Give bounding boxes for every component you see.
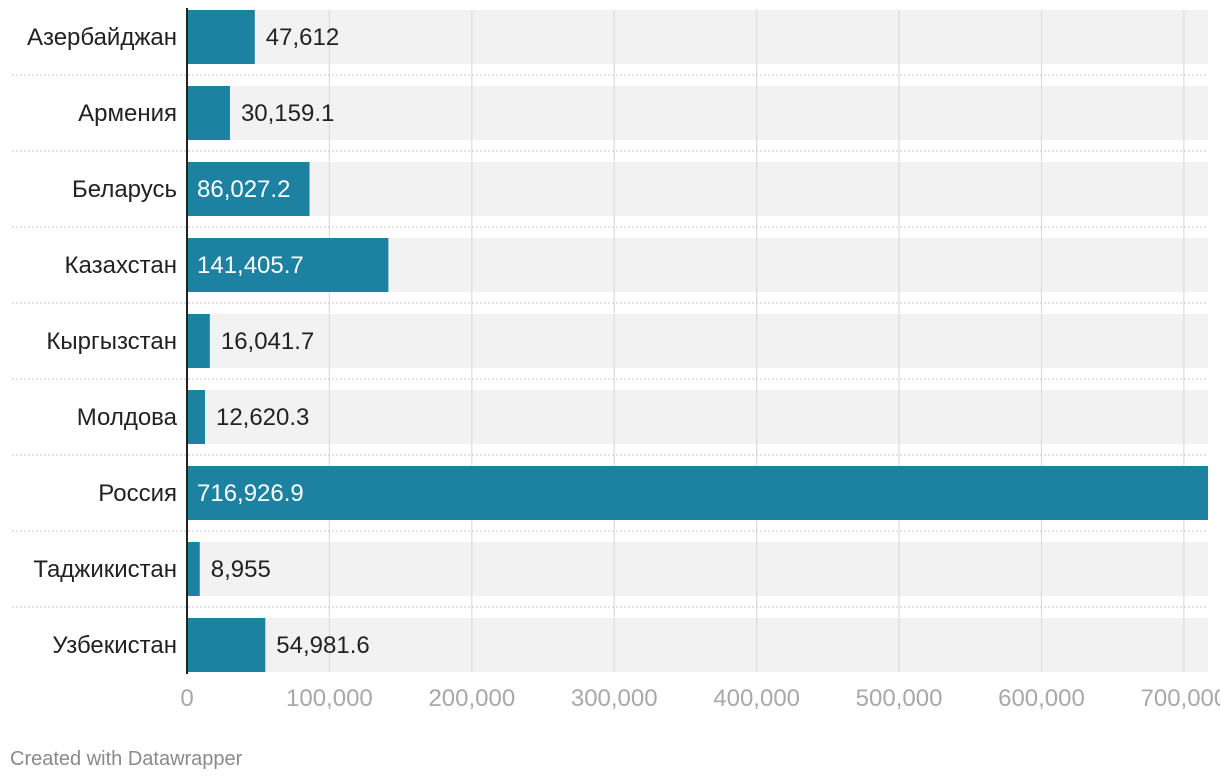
bar [187, 466, 1208, 520]
gridlines [328, 10, 1185, 672]
value-label: 30,159.1 [241, 100, 334, 127]
row-track [187, 390, 1208, 444]
category-labels: Азербайджан Армения Беларусь Казахстан Кыргы… [27, 24, 178, 659]
row-track [187, 542, 1208, 596]
row-track [187, 314, 1208, 368]
category-label: Казахстан [65, 252, 177, 279]
value-label: 716,926.9 [197, 480, 304, 507]
x-tick-label: 200,000 [428, 685, 515, 712]
bar [187, 162, 310, 216]
row-track [187, 162, 1208, 216]
value-label: 141,405.7 [197, 252, 304, 279]
category-label: Беларусь [72, 176, 177, 203]
bar [187, 390, 205, 444]
bar [187, 86, 230, 140]
value-labels: 47,612 30,159.1 86,027.2 141,405.7 16,041.7 1… [197, 24, 370, 659]
value-label: 8,955 [211, 556, 271, 583]
x-tick-label: 500,000 [856, 685, 943, 712]
row-tracks [187, 10, 1208, 672]
category-label: Молдова [77, 404, 178, 431]
category-label: Азербайджан [27, 24, 177, 51]
x-tick-label: 0 [180, 685, 193, 712]
bars [187, 10, 1208, 672]
row-separators [12, 74, 1208, 608]
x-tick-label: 400,000 [713, 685, 800, 712]
x-axis-ticks: 0 100,000 200,000 300,000 400,000 500,000 600,… [180, 685, 1220, 712]
row-track [187, 618, 1208, 672]
credit-footer: Created with Datawrapper [10, 748, 243, 770]
bar [187, 10, 255, 64]
value-label: 16,041.7 [221, 328, 314, 355]
value-label: 12,620.3 [216, 404, 309, 431]
value-label: 54,981.6 [276, 632, 369, 659]
bar [187, 618, 266, 672]
category-label: Кыргызстан [46, 328, 177, 355]
x-tick-label: 100,000 [286, 685, 373, 712]
x-tick-label: 300,000 [571, 685, 658, 712]
category-label: Армения [78, 100, 177, 127]
category-label: Узбекистан [52, 632, 177, 659]
bar [187, 238, 389, 292]
bar [187, 314, 210, 368]
row-track [187, 10, 1208, 64]
x-tick-label: 700,000 [1141, 685, 1220, 712]
category-label: Россия [98, 480, 177, 507]
value-label: 47,612 [266, 24, 339, 51]
x-tick-label: 600,000 [998, 685, 1085, 712]
value-label: 86,027.2 [197, 176, 290, 203]
row-track [187, 86, 1208, 140]
bar [187, 542, 200, 596]
bar-chart: Азербайджан Армения Беларусь Казахстан Кыргы… [12, 8, 1220, 712]
category-label: Таджикистан [33, 556, 177, 583]
